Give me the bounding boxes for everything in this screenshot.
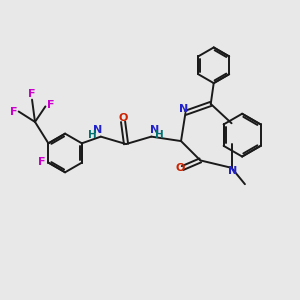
Text: F: F (10, 106, 17, 116)
Text: H: H (88, 130, 97, 140)
Text: N: N (93, 125, 102, 135)
Text: F: F (38, 157, 46, 167)
Text: H: H (155, 130, 164, 140)
Text: F: F (28, 89, 36, 99)
Text: O: O (176, 163, 185, 173)
Text: O: O (118, 113, 128, 123)
Text: N: N (228, 167, 238, 176)
Text: F: F (47, 100, 55, 110)
Text: N: N (150, 125, 159, 135)
Text: N: N (179, 104, 189, 114)
